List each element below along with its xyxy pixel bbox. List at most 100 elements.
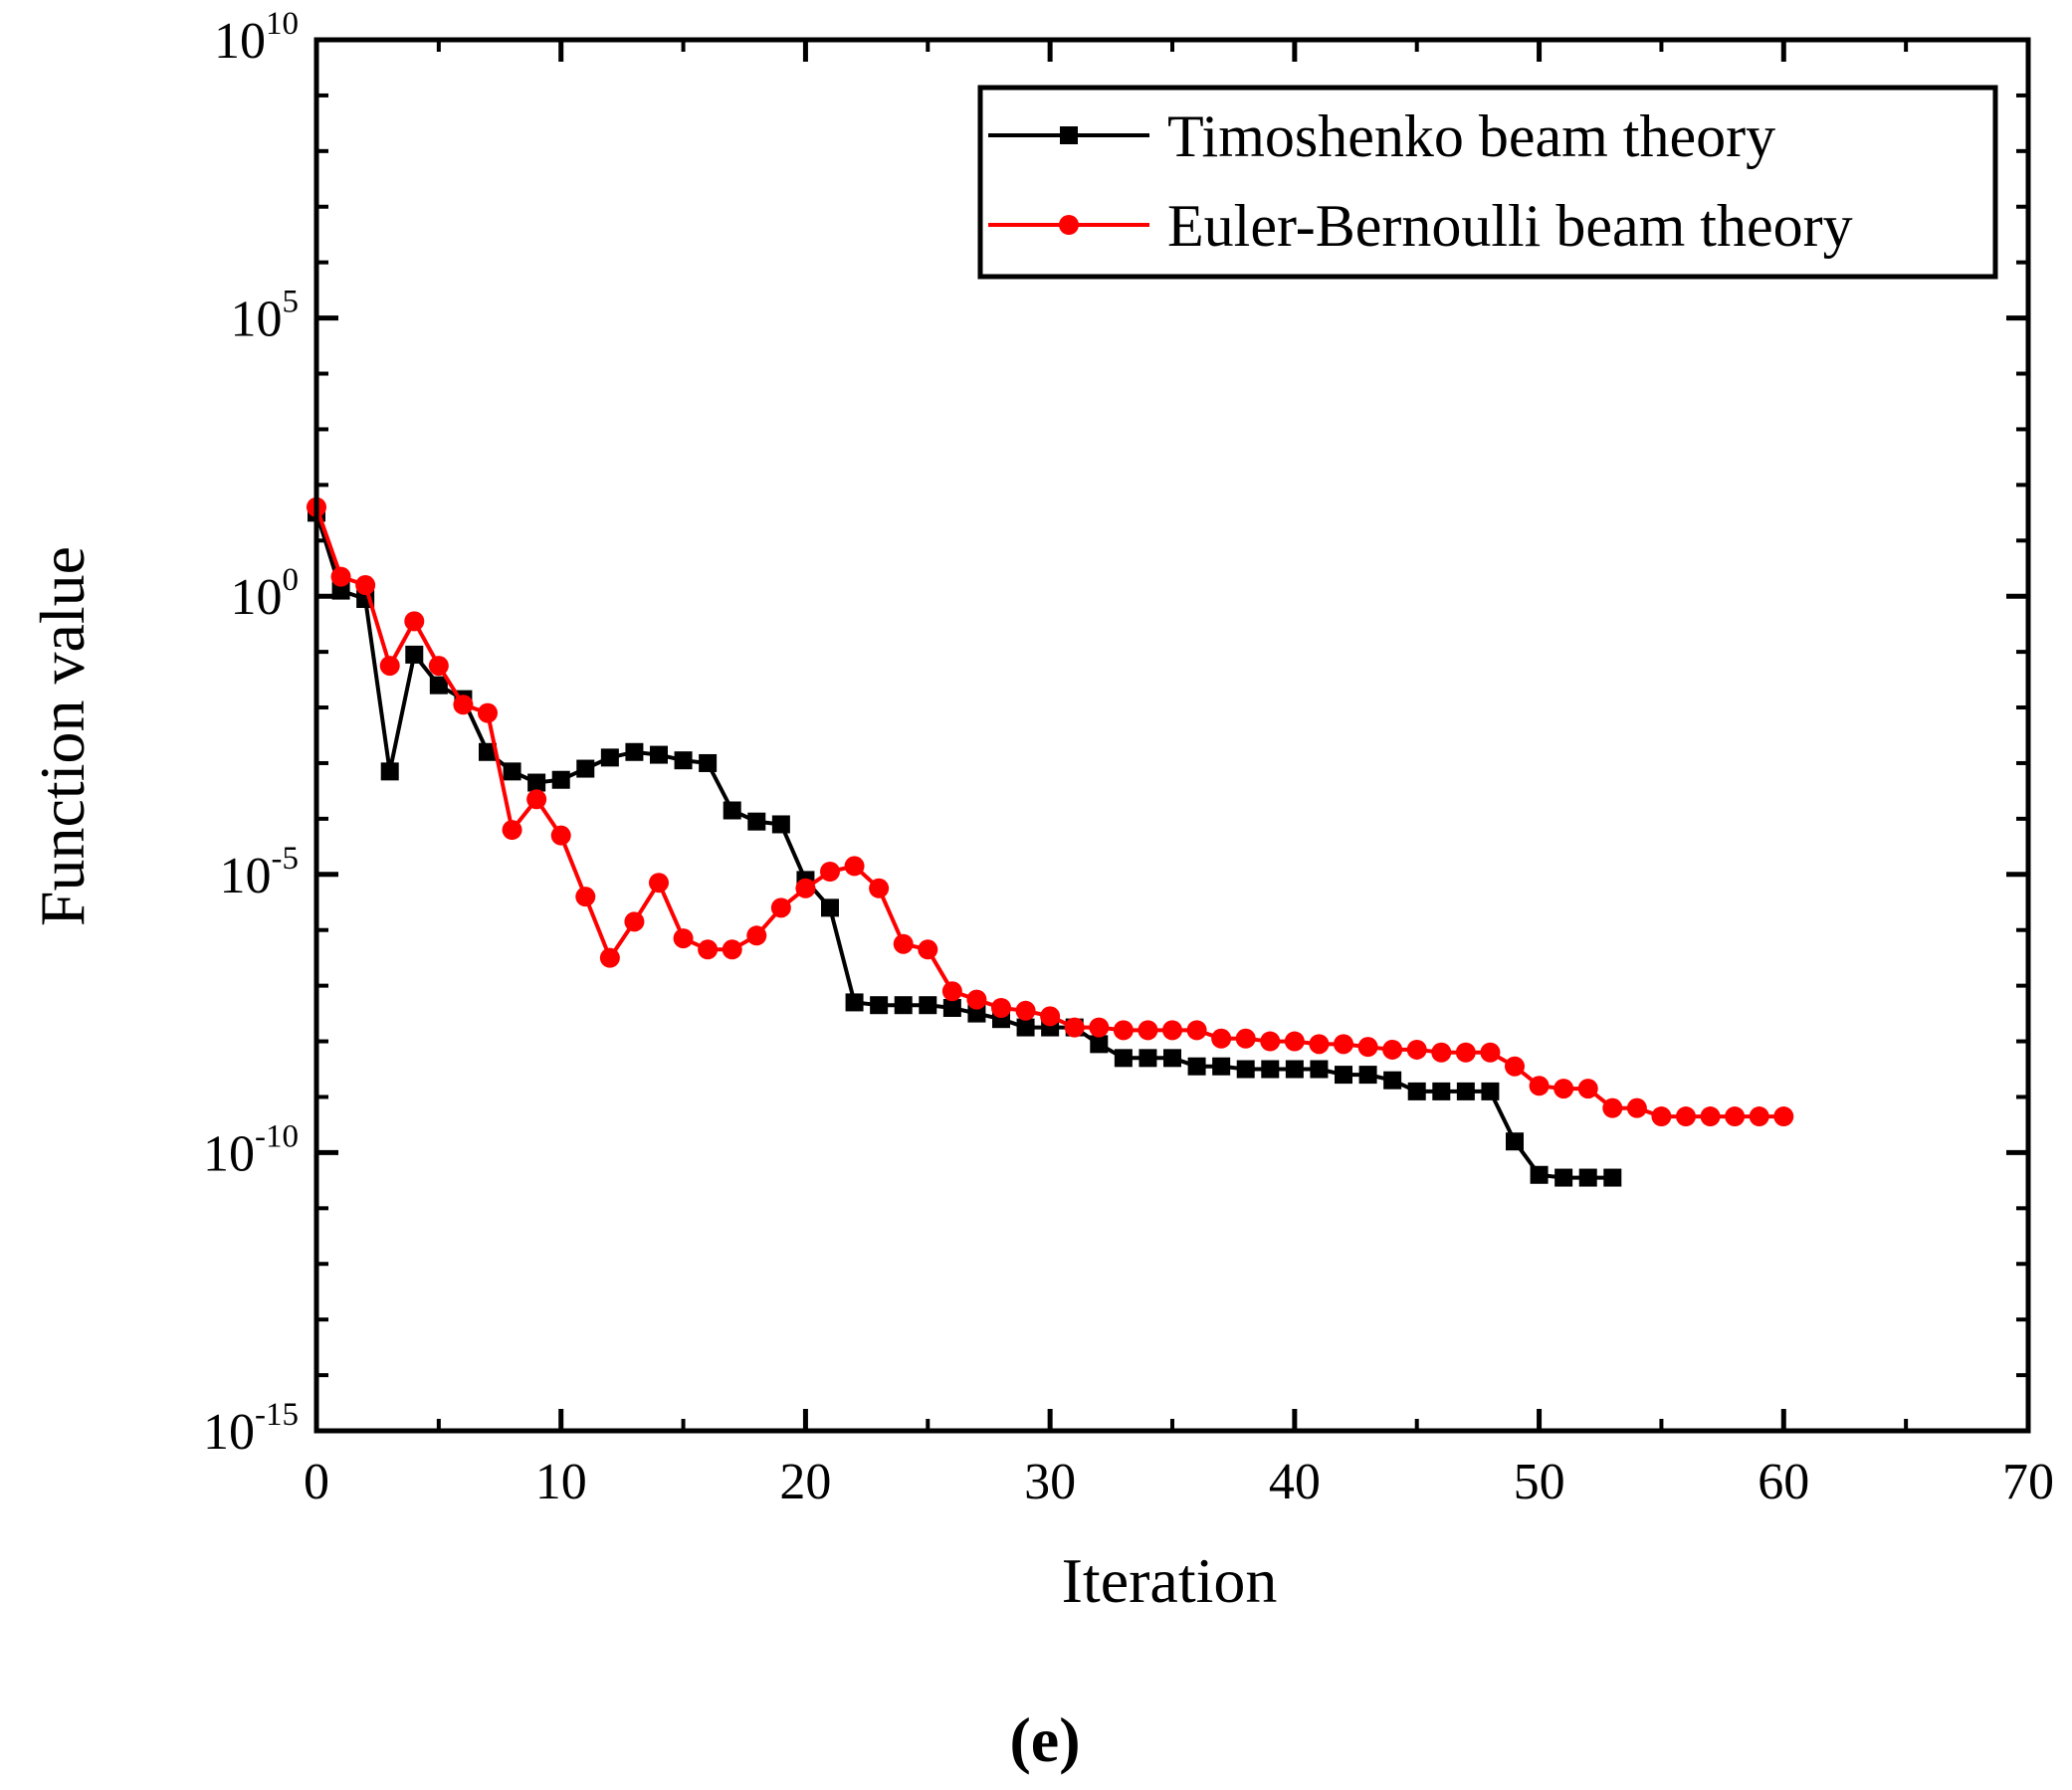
y-tick-label: 10-10	[203, 1118, 299, 1182]
data-point-timoshenko	[894, 996, 913, 1015]
data-point-euler-bernoulli	[478, 702, 498, 723]
data-point-euler-bernoulli	[1309, 1034, 1330, 1055]
data-point-timoshenko	[1432, 1082, 1451, 1100]
data-point-timoshenko	[821, 898, 839, 917]
data-point-timoshenko	[380, 762, 399, 781]
data-point-euler-bernoulli	[624, 911, 645, 932]
data-point-euler-bernoulli	[1162, 1020, 1182, 1041]
data-point-timoshenko	[1187, 1057, 1206, 1076]
legend-label-timoshenko: Timoshenko beam theory	[1167, 103, 1775, 169]
data-point-timoshenko	[919, 996, 937, 1015]
data-point-euler-bernoulli	[1113, 1020, 1134, 1041]
data-point-timoshenko	[1530, 1165, 1549, 1184]
data-point-euler-bernoulli	[1431, 1042, 1452, 1063]
data-point-euler-bernoulli	[1455, 1042, 1476, 1063]
data-point-timoshenko	[576, 759, 595, 778]
x-tick-label: 70	[2002, 1454, 2054, 1510]
data-point-euler-bernoulli	[1284, 1031, 1305, 1052]
data-point-euler-bernoulli	[820, 862, 840, 883]
data-point-timoshenko	[1212, 1057, 1231, 1076]
y-tick-label: 100	[231, 562, 300, 626]
y-tick-label: 10-5	[220, 841, 300, 904]
data-point-timoshenko	[747, 812, 766, 831]
data-point-euler-bernoulli	[1211, 1028, 1232, 1049]
x-tick-label: 0	[304, 1454, 329, 1510]
data-point-euler-bernoulli	[379, 656, 400, 677]
data-point-euler-bernoulli	[1577, 1079, 1598, 1099]
data-point-timoshenko	[1578, 1168, 1597, 1187]
data-point-euler-bernoulli	[599, 947, 620, 968]
data-point-timoshenko	[527, 773, 546, 792]
data-point-timoshenko	[1603, 1168, 1622, 1187]
series-euler-bernoulli	[307, 497, 1794, 1127]
data-point-euler-bernoulli	[453, 695, 474, 715]
y-axis-title: Function value	[27, 546, 98, 926]
data-point-euler-bernoulli	[526, 789, 547, 810]
data-point-timoshenko	[1016, 1018, 1035, 1037]
data-point-timoshenko	[870, 996, 889, 1015]
data-point-euler-bernoulli	[550, 825, 571, 846]
data-point-euler-bernoulli	[1529, 1076, 1550, 1096]
series-timoshenko	[308, 503, 1622, 1187]
data-point-euler-bernoulli	[1749, 1106, 1769, 1127]
tick-layer	[313, 37, 2031, 1434]
data-point-euler-bernoulli	[502, 820, 522, 841]
data-point-euler-bernoulli	[1626, 1097, 1647, 1118]
data-point-euler-bernoulli	[1357, 1037, 1378, 1058]
data-point-euler-bernoulli	[746, 925, 767, 946]
data-point-timoshenko	[967, 1004, 986, 1023]
data-point-euler-bernoulli	[1260, 1031, 1281, 1052]
x-tick-label: 10	[535, 1454, 587, 1510]
data-point-timoshenko	[699, 753, 718, 772]
legend: Timoshenko beam theory Euler-Bernoulli b…	[977, 85, 1998, 280]
data-point-timoshenko	[771, 815, 790, 834]
data-point-timoshenko	[1456, 1082, 1475, 1100]
data-point-timoshenko	[479, 742, 497, 761]
data-point-timoshenko	[503, 762, 521, 781]
legend-marker-timoshenko	[1060, 126, 1078, 144]
data-point-timoshenko	[1481, 1082, 1500, 1100]
y-tick-label: 1010	[214, 6, 299, 70]
data-point-euler-bernoulli	[1602, 1097, 1623, 1118]
data-point-timoshenko	[1407, 1082, 1426, 1100]
data-point-euler-bernoulli	[1064, 1017, 1085, 1038]
data-point-timoshenko	[1139, 1049, 1157, 1068]
data-point-timoshenko	[1383, 1071, 1402, 1090]
panel-label: (e)	[1009, 1704, 1080, 1775]
data-point-timoshenko	[551, 770, 570, 789]
x-tick-label: 60	[1758, 1454, 1809, 1510]
data-point-euler-bernoulli	[1651, 1106, 1672, 1127]
data-point-timoshenko	[1261, 1060, 1280, 1079]
label-layer: 0 10 20 30 40 50 60 70 1010 105 100 10-5 10-10 10-15	[203, 6, 2054, 1510]
data-point-euler-bernoulli	[966, 989, 987, 1010]
data-point-euler-bernoulli	[1138, 1020, 1158, 1041]
data-point-euler-bernoulli	[1015, 1000, 1036, 1021]
data-point-euler-bernoulli	[1725, 1106, 1746, 1127]
x-tick-label: 30	[1024, 1454, 1076, 1510]
data-point-timoshenko	[600, 748, 619, 767]
x-tick-label: 50	[1514, 1454, 1565, 1510]
data-point-timoshenko	[1358, 1066, 1377, 1085]
series-layer	[307, 497, 1794, 1187]
data-point-timoshenko	[942, 999, 961, 1018]
data-point-euler-bernoulli	[649, 873, 669, 894]
data-point-euler-bernoulli	[428, 656, 449, 677]
data-point-euler-bernoulli	[770, 897, 791, 918]
data-point-euler-bernoulli	[1406, 1039, 1427, 1060]
data-point-timoshenko	[1310, 1060, 1329, 1079]
data-point-euler-bernoulli	[1505, 1056, 1525, 1077]
legend-marker-euler-bernoulli	[1059, 215, 1079, 235]
data-point-euler-bernoulli	[869, 878, 890, 898]
data-point-euler-bernoulli	[1676, 1106, 1696, 1127]
data-point-timoshenko	[723, 801, 741, 820]
data-point-euler-bernoulli	[893, 933, 914, 954]
data-point-euler-bernoulli	[1773, 1106, 1794, 1127]
data-point-timoshenko	[625, 742, 644, 761]
data-point-timoshenko	[1285, 1060, 1304, 1079]
data-point-euler-bernoulli	[722, 939, 742, 960]
data-point-euler-bernoulli	[698, 939, 719, 960]
data-point-euler-bernoulli	[330, 566, 351, 587]
data-point-euler-bernoulli	[673, 928, 694, 949]
data-point-timoshenko	[674, 751, 693, 770]
data-point-timoshenko	[1335, 1066, 1352, 1085]
